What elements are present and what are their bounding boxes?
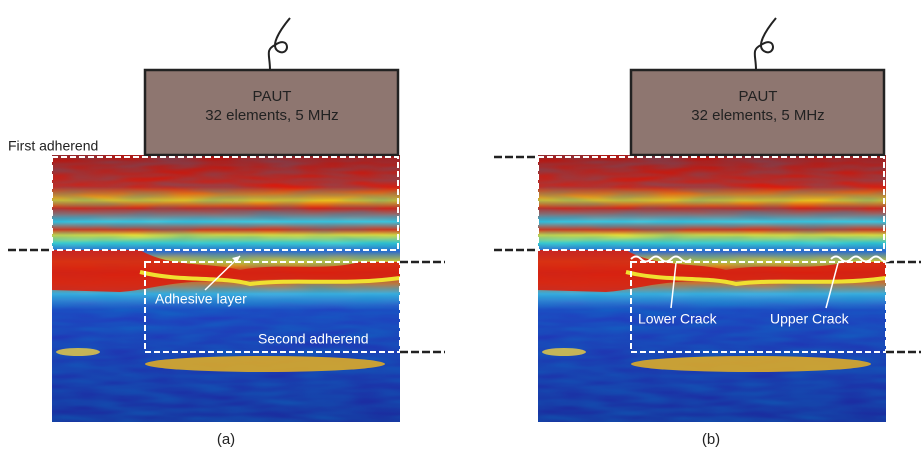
echo-left [542,348,586,356]
cable [269,18,290,70]
echo-bottom [145,356,385,372]
annotation: Second adherend [258,331,369,347]
probe-name: PAUT [739,88,778,105]
caption: (a) [217,431,235,448]
probe-name: PAUT [253,88,292,105]
echo-left [56,348,100,356]
figure: PAUT 32 elements, 5 MHz First adherend Adhe… [0,0,921,462]
annotation: Adhesive layer [155,291,247,307]
annotation: Lower Crack [638,311,718,327]
panel-a [8,18,445,422]
echo-bottom [631,356,871,372]
probe-spec: 32 elements, 5 MHz [691,107,824,124]
probe-spec: 32 elements, 5 MHz [205,107,338,124]
annotation: Upper Crack [770,311,850,327]
caption: (b) [702,431,720,448]
annotation: First adherend [8,138,98,154]
cable [755,18,776,70]
panel-b [494,18,921,422]
